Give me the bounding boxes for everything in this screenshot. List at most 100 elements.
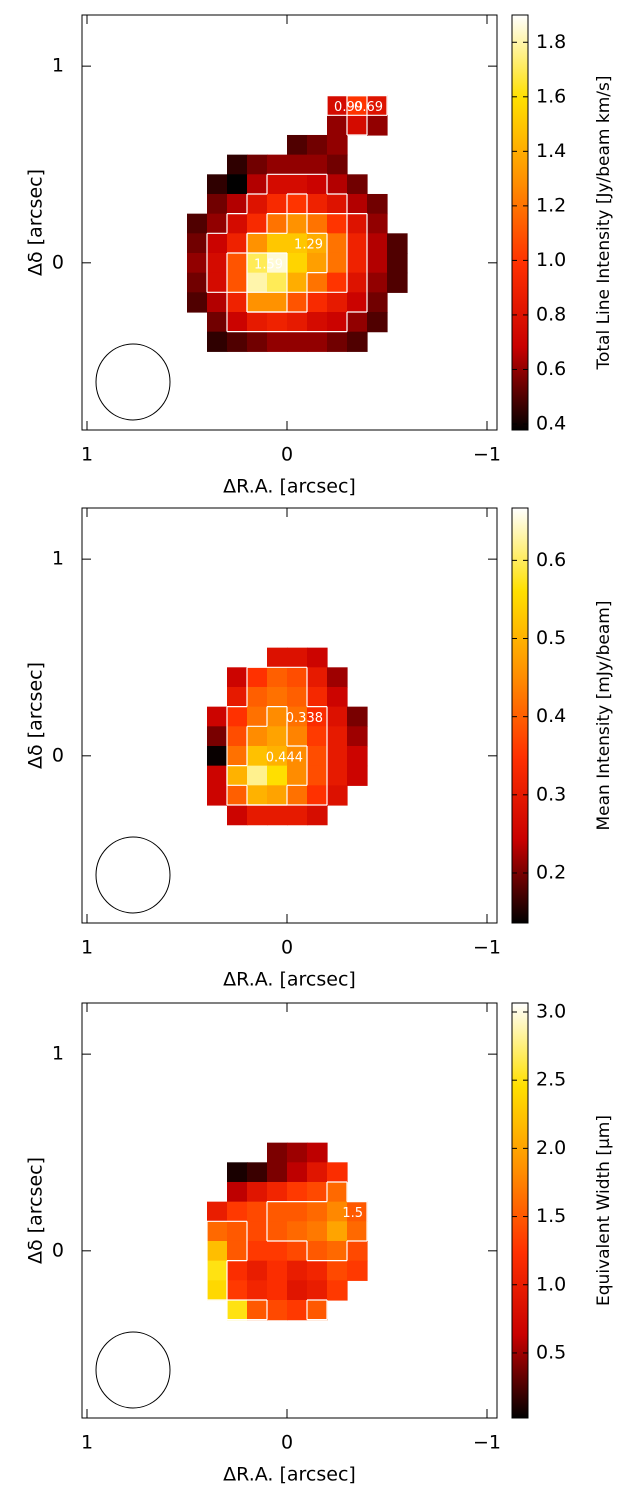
cell bbox=[347, 115, 368, 136]
cell bbox=[267, 667, 288, 688]
cell bbox=[327, 193, 348, 215]
cell bbox=[287, 1201, 308, 1222]
cell bbox=[327, 134, 348, 156]
cell bbox=[327, 95, 348, 116]
cell bbox=[347, 745, 368, 767]
cell bbox=[227, 1299, 248, 1321]
cell bbox=[327, 1181, 348, 1203]
cell bbox=[347, 311, 368, 333]
colorbar-tick-label: 0.5 bbox=[536, 627, 566, 649]
cell bbox=[247, 726, 268, 747]
cell bbox=[307, 1280, 328, 1301]
cell bbox=[347, 95, 368, 116]
cell bbox=[267, 1280, 288, 1301]
cell bbox=[247, 706, 268, 727]
cell bbox=[227, 765, 248, 786]
cell bbox=[227, 1280, 248, 1301]
cell bbox=[287, 213, 308, 234]
colorbar-tick-label: 0.6 bbox=[536, 358, 566, 380]
contour bbox=[246, 252, 288, 293]
cell bbox=[287, 331, 308, 352]
cell bbox=[387, 252, 408, 274]
cell bbox=[287, 1299, 308, 1321]
cell bbox=[267, 1162, 288, 1183]
cell bbox=[327, 1162, 348, 1183]
cell bbox=[307, 745, 328, 767]
cell bbox=[327, 272, 348, 293]
y-tick-label: 1 bbox=[52, 548, 64, 570]
panel: 0.690.99 1.29 1.59 1 0 −1 0 1 ΔR.A. [arcsec] Δδ [… bbox=[25, 14, 614, 498]
cell bbox=[187, 252, 208, 274]
cell bbox=[247, 311, 268, 333]
colorbar-tick-label: 1.8 bbox=[536, 31, 566, 53]
cell bbox=[307, 272, 328, 293]
cell bbox=[287, 311, 308, 333]
colorbar bbox=[511, 14, 529, 431]
cell bbox=[327, 1260, 348, 1281]
cell bbox=[327, 1280, 348, 1301]
cell bbox=[187, 292, 208, 313]
cell bbox=[307, 726, 328, 747]
cell bbox=[207, 174, 228, 195]
cell bbox=[327, 252, 348, 274]
cell bbox=[347, 252, 368, 274]
cell bbox=[387, 272, 408, 293]
cell bbox=[227, 154, 248, 175]
y-tick-label: 0 bbox=[52, 744, 64, 766]
cell bbox=[267, 331, 288, 352]
cell bbox=[247, 213, 268, 234]
cell bbox=[287, 292, 308, 313]
cell bbox=[207, 292, 228, 313]
cell bbox=[247, 1299, 268, 1321]
cell bbox=[267, 311, 288, 333]
cell bbox=[327, 213, 348, 234]
contour bbox=[226, 666, 328, 806]
colorbar-label: Total Line Intensity [Jy/beam km/s] bbox=[594, 75, 614, 370]
cell bbox=[207, 1221, 228, 1242]
cell bbox=[367, 272, 388, 293]
contour-label: 0.99 bbox=[334, 100, 363, 115]
cell bbox=[347, 174, 368, 195]
cell bbox=[307, 804, 328, 826]
cell bbox=[367, 233, 388, 254]
contour-label: 1.59 bbox=[254, 257, 283, 272]
cell bbox=[207, 785, 228, 806]
cell bbox=[287, 706, 308, 727]
cell bbox=[247, 193, 268, 215]
cell bbox=[247, 686, 268, 708]
cell bbox=[267, 1260, 288, 1281]
cell bbox=[227, 706, 248, 727]
cell bbox=[267, 647, 288, 668]
cell bbox=[287, 1260, 308, 1281]
cell bbox=[247, 252, 268, 274]
x-tick-label: −1 bbox=[473, 444, 501, 466]
plot-frame bbox=[81, 14, 498, 431]
cell bbox=[307, 686, 328, 708]
cell bbox=[347, 233, 368, 254]
cell bbox=[327, 233, 348, 254]
colorbar-tick-label: 1.0 bbox=[536, 1273, 566, 1295]
cell bbox=[287, 193, 308, 215]
cell bbox=[227, 272, 248, 293]
cell bbox=[207, 1260, 228, 1281]
colorbar-tick-label: 0.2 bbox=[536, 861, 566, 883]
contour bbox=[206, 1181, 368, 1321]
cell bbox=[267, 193, 288, 215]
contour bbox=[226, 706, 308, 806]
cell bbox=[307, 1299, 328, 1321]
cell bbox=[367, 311, 388, 333]
cell bbox=[327, 1240, 348, 1262]
cell bbox=[287, 726, 308, 747]
cell bbox=[307, 193, 328, 215]
cell bbox=[347, 331, 368, 352]
cell bbox=[347, 726, 368, 747]
cell bbox=[367, 115, 388, 136]
contour bbox=[206, 95, 388, 333]
x-tick-label: 1 bbox=[81, 937, 93, 959]
cell bbox=[247, 667, 268, 688]
cell bbox=[327, 686, 348, 708]
contour-label: 0.444 bbox=[266, 750, 303, 765]
cell bbox=[347, 193, 368, 215]
cell bbox=[247, 233, 268, 254]
